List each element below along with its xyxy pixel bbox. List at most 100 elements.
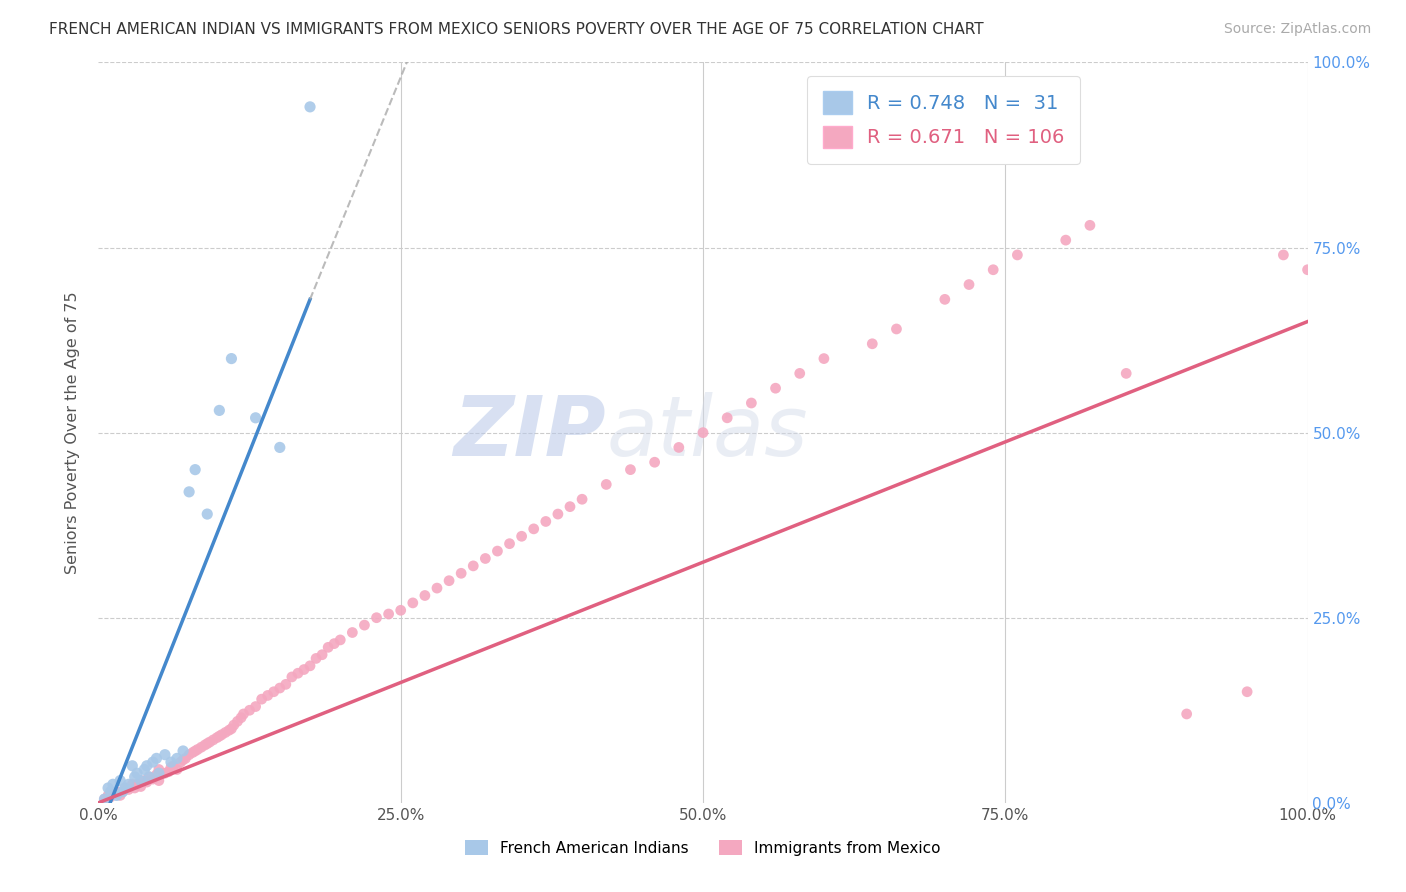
Point — [211, 728, 233, 742]
Point — [366, 610, 388, 624]
Point — [148, 773, 170, 788]
Point — [195, 737, 218, 751]
Point — [184, 462, 207, 476]
Point — [101, 787, 124, 801]
Point — [813, 351, 835, 366]
Point — [157, 764, 180, 779]
Point — [166, 763, 188, 777]
Point — [595, 477, 617, 491]
Text: atlas: atlas — [606, 392, 808, 473]
Point — [269, 681, 291, 695]
Point — [153, 747, 176, 762]
Point — [342, 625, 364, 640]
Point — [510, 529, 533, 543]
Point — [740, 396, 762, 410]
Text: ZIP: ZIP — [454, 392, 606, 473]
Point — [269, 441, 291, 455]
Point — [305, 651, 328, 665]
Point — [118, 782, 141, 797]
Point — [195, 507, 218, 521]
Point — [190, 740, 212, 755]
Point — [145, 751, 167, 765]
Point — [111, 785, 134, 799]
Point — [160, 760, 183, 774]
Point — [250, 692, 273, 706]
Point — [134, 763, 156, 777]
Point — [547, 507, 569, 521]
Point — [121, 777, 143, 791]
Point — [129, 773, 152, 788]
Point — [208, 403, 231, 417]
Point — [292, 663, 315, 677]
Point — [402, 596, 425, 610]
Point — [97, 789, 120, 803]
Point — [486, 544, 509, 558]
Point — [229, 711, 252, 725]
Point — [1272, 248, 1295, 262]
Point — [148, 766, 170, 780]
Point — [377, 607, 399, 621]
Point — [221, 351, 243, 366]
Point — [523, 522, 546, 536]
Point — [218, 723, 240, 738]
Point — [860, 336, 883, 351]
Y-axis label: Seniors Poverty Over the Age of 75: Seniors Poverty Over the Age of 75 — [65, 292, 80, 574]
Point — [142, 755, 165, 769]
Point — [172, 753, 194, 767]
Point — [474, 551, 496, 566]
Point — [198, 735, 221, 749]
Point — [256, 689, 278, 703]
Point — [1054, 233, 1077, 247]
Point — [981, 262, 1004, 277]
Point — [135, 758, 157, 772]
Point — [323, 637, 346, 651]
Point — [108, 789, 131, 803]
Point — [765, 381, 787, 395]
Point — [202, 732, 225, 747]
Point — [245, 699, 267, 714]
Point — [299, 100, 322, 114]
Legend: French American Indians, Immigrants from Mexico: French American Indians, Immigrants from… — [458, 834, 948, 862]
Point — [205, 731, 228, 745]
Point — [145, 767, 167, 781]
Point — [121, 758, 143, 772]
Point — [208, 729, 231, 743]
Point — [329, 632, 352, 647]
Point — [644, 455, 666, 469]
Point — [1078, 219, 1101, 233]
Point — [124, 770, 146, 784]
Point — [316, 640, 339, 655]
Point — [214, 725, 236, 739]
Point — [174, 751, 197, 765]
Point — [437, 574, 460, 588]
Point — [558, 500, 581, 514]
Point — [169, 755, 191, 769]
Point — [105, 789, 128, 803]
Point — [789, 367, 811, 381]
Point — [263, 685, 285, 699]
Point — [1115, 367, 1137, 381]
Point — [281, 670, 304, 684]
Point — [101, 777, 124, 791]
Point — [498, 536, 520, 550]
Point — [571, 492, 593, 507]
Point — [716, 410, 738, 425]
Point — [222, 718, 245, 732]
Point — [245, 410, 267, 425]
Point — [1175, 706, 1198, 721]
Point — [181, 746, 204, 760]
Point — [148, 763, 170, 777]
Point — [184, 744, 207, 758]
Point — [127, 766, 149, 780]
Point — [226, 714, 249, 729]
Point — [172, 744, 194, 758]
Text: FRENCH AMERICAN INDIAN VS IMMIGRANTS FROM MEXICO SENIORS POVERTY OVER THE AGE OF: FRENCH AMERICAN INDIAN VS IMMIGRANTS FRO… — [49, 22, 984, 37]
Point — [353, 618, 375, 632]
Point — [93, 792, 115, 806]
Point — [129, 780, 152, 794]
Point — [111, 785, 134, 799]
Point — [534, 515, 557, 529]
Point — [187, 742, 209, 756]
Point — [138, 770, 160, 784]
Point — [166, 751, 188, 765]
